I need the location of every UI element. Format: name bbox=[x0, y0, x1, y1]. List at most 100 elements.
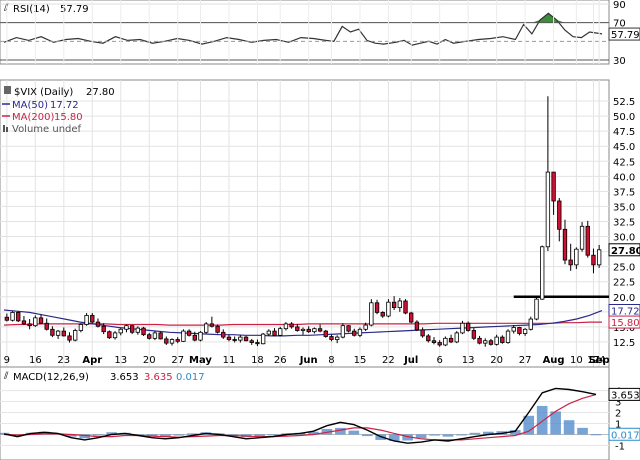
macd-histogram-bar bbox=[39, 431, 50, 435]
candle-body bbox=[591, 254, 596, 266]
candle-body bbox=[78, 324, 84, 331]
rsi-title: RSI(14) bbox=[13, 4, 50, 15]
macd-badge-box bbox=[608, 387, 640, 401]
macd-badge-text: 3.653 bbox=[611, 390, 640, 401]
date-tick-label: 24 bbox=[593, 355, 606, 366]
candle-body bbox=[534, 298, 539, 320]
macd-histogram-bar bbox=[550, 411, 561, 435]
candle bbox=[414, 320, 420, 332]
candle bbox=[471, 328, 477, 341]
candle-body bbox=[374, 302, 380, 313]
candle-body bbox=[477, 337, 482, 344]
macd-value-badges: 3.653 0.017 bbox=[608, 387, 640, 441]
candle bbox=[357, 327, 363, 338]
rsi-value: 57.79 bbox=[60, 4, 89, 15]
date-tick-label: 10 bbox=[570, 355, 583, 366]
price-badge: 17.72 bbox=[608, 303, 640, 317]
candle bbox=[534, 297, 539, 321]
candle bbox=[585, 220, 590, 258]
candle-body bbox=[357, 328, 363, 336]
candle-body bbox=[147, 334, 152, 339]
date-tick-label: 23 bbox=[57, 355, 70, 366]
candle bbox=[238, 335, 243, 343]
candle-body bbox=[289, 323, 294, 328]
candle-body bbox=[209, 323, 215, 327]
candle bbox=[78, 323, 84, 333]
price-tick-label: 30.0 bbox=[613, 233, 635, 244]
candle bbox=[198, 331, 203, 342]
candle bbox=[397, 297, 402, 312]
candle bbox=[101, 323, 106, 335]
candle-body bbox=[545, 171, 551, 248]
price-tick-label: 12.5 bbox=[613, 338, 635, 349]
candle bbox=[323, 329, 328, 338]
candle bbox=[181, 329, 186, 342]
candle bbox=[33, 315, 38, 327]
candle-body bbox=[403, 300, 408, 314]
date-tick-label: 27 bbox=[519, 355, 532, 366]
candle-body bbox=[10, 312, 15, 321]
candle-body bbox=[255, 342, 260, 345]
candle bbox=[465, 321, 471, 332]
candle bbox=[124, 324, 129, 333]
candle-body bbox=[118, 328, 123, 334]
candle bbox=[483, 338, 488, 347]
candle-body bbox=[158, 332, 163, 340]
rsi-panel: ⫽ RSI(14) 57.79 90 70 30 57.79 bbox=[0, 0, 640, 67]
date-tick-label: 22 bbox=[382, 355, 395, 366]
candle bbox=[403, 299, 408, 315]
candle-body bbox=[73, 330, 78, 341]
macd-histogram-bar bbox=[146, 434, 158, 437]
candle-body bbox=[278, 328, 283, 336]
candle-body bbox=[27, 323, 32, 327]
date-tick-label: Apr bbox=[82, 355, 102, 366]
candle-body bbox=[95, 321, 101, 327]
date-tick-label: 20 bbox=[143, 355, 156, 366]
candle bbox=[289, 322, 294, 329]
candle bbox=[90, 313, 95, 324]
candle-body bbox=[426, 335, 431, 342]
candle-body bbox=[391, 301, 397, 309]
candle bbox=[226, 334, 232, 342]
candle bbox=[27, 319, 32, 330]
price-tick-label: 32.5 bbox=[613, 217, 635, 228]
candle-body bbox=[317, 328, 323, 332]
candle bbox=[38, 314, 44, 324]
ma200-legend-value: 15.80 bbox=[54, 112, 83, 123]
ma50-legend-label: MA(50) bbox=[12, 100, 48, 111]
candle-body bbox=[181, 330, 186, 342]
macd-legend-icon: ⫽ bbox=[3, 371, 9, 382]
macd-histogram-bar bbox=[483, 431, 494, 435]
rsi-plot-area bbox=[0, 0, 610, 65]
macd-badge: 0.017 bbox=[608, 427, 640, 441]
macd-histogram-bar bbox=[415, 434, 427, 439]
price-badge: 27.80 bbox=[608, 243, 640, 257]
candle bbox=[221, 329, 226, 339]
candle bbox=[488, 338, 494, 346]
candle bbox=[562, 219, 568, 265]
candle-body bbox=[596, 249, 602, 266]
date-tick-label: 18 bbox=[251, 355, 264, 366]
macd-histogram-bar bbox=[335, 427, 346, 435]
price-gridlines bbox=[0, 100, 609, 343]
price-tick-label: 45.0 bbox=[613, 142, 635, 153]
candle-body bbox=[448, 337, 454, 343]
candle-body bbox=[272, 330, 277, 336]
candle-body bbox=[335, 336, 340, 340]
candle-body bbox=[488, 340, 494, 345]
candle-body bbox=[112, 332, 118, 339]
candle bbox=[540, 245, 545, 300]
candle-body bbox=[454, 332, 459, 343]
candle-body bbox=[574, 248, 579, 266]
macd-histogram-bar bbox=[469, 432, 481, 435]
price-tick-label: 25.0 bbox=[613, 263, 635, 274]
candle-body bbox=[300, 328, 306, 331]
volume-legend-icon bbox=[3, 125, 5, 132]
price-tick-label: 37.5 bbox=[613, 187, 635, 198]
candle bbox=[209, 316, 215, 328]
candle-body bbox=[221, 331, 226, 338]
candle-body bbox=[346, 325, 351, 332]
